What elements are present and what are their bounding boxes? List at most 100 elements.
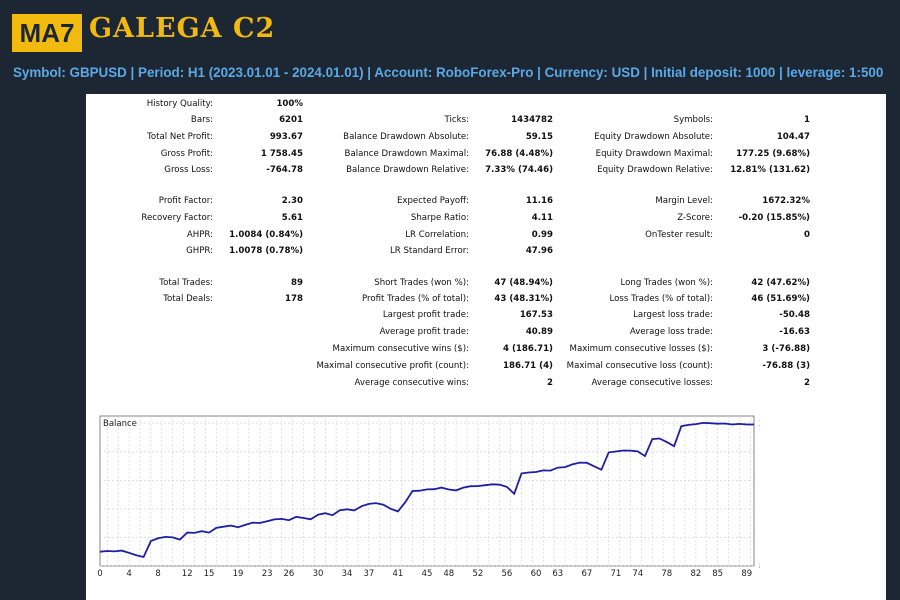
x-tick-label: 82 (690, 569, 701, 579)
stat-value: 43 (48.31%) (494, 294, 553, 304)
stat-value: 0 (804, 230, 810, 240)
y-tick-label: 1337 (759, 505, 760, 515)
stat-value: 993.67 (269, 132, 303, 142)
stat-value: 42 (47.62%) (751, 278, 810, 288)
stat-label: AHPR: (186, 230, 213, 240)
stat-label: Total Deals: (163, 294, 213, 304)
stat-value: 40.89 (525, 327, 553, 337)
chart-title: Balance (103, 419, 137, 429)
stat-label: Sharpe Ratio: (410, 213, 469, 223)
stat-value: 47.96 (525, 246, 553, 256)
balance-line (99, 421, 754, 559)
stat-label: Ticks: (444, 115, 469, 125)
stat-label: Maximum consecutive wins ($): (332, 344, 469, 354)
x-tick-label: 30 (313, 569, 324, 579)
stat-value: 11.16 (525, 196, 553, 206)
x-tick-label: 4 (126, 569, 131, 579)
stat-value: 1.0084 (0.84%) (229, 230, 303, 240)
stat-value: -0.20 (15.85%) (738, 213, 810, 223)
stat-value: 1672.32% (762, 196, 810, 206)
stat-label: Margin Level: (655, 196, 713, 206)
y-tick-label: 1562 (759, 476, 760, 486)
x-tick-label: 15 (204, 569, 215, 579)
stat-label: LR Standard Error: (389, 246, 469, 256)
stat-value: 177.25 (9.68%) (736, 149, 810, 159)
plot-area (99, 415, 755, 567)
x-tick-label: 74 (632, 569, 643, 579)
stat-label: Short Trades (won %): (374, 278, 469, 288)
y-tick-label: 2013 (759, 419, 760, 429)
x-tick-label: 8 (155, 569, 160, 579)
stat-label: Total Net Profit: (147, 132, 213, 142)
stat-label: Long Trades (won %): (620, 278, 714, 288)
x-tick-label: 63 (552, 569, 563, 579)
logo-badge: MA7 (12, 14, 82, 52)
stat-value: 100% (276, 99, 303, 109)
stat-label: Average consecutive wins: (354, 378, 469, 388)
stat-label: Equity Drawdown Maximal: (595, 149, 713, 159)
stat-label: History Quality: (146, 99, 213, 109)
stat-label: Maximal consecutive loss (count): (566, 361, 713, 371)
stat-value: 1.0078 (0.78%) (229, 246, 303, 256)
x-tick-label: 34 (342, 569, 353, 579)
x-tick-label: 48 (443, 569, 454, 579)
stat-label: Maximum consecutive losses ($): (569, 344, 713, 354)
balance-chart-svg: 8871112133715621787201304812151923263034… (97, 415, 781, 579)
stat-value: -50.48 (779, 310, 810, 320)
stat-label: LR Correlation: (405, 230, 469, 240)
stat-label: Profit Trades (% of total): (361, 294, 469, 304)
stat-value: 1 758.45 (260, 149, 303, 159)
stat-value: -76.88 (3) (762, 361, 810, 371)
x-tick-label: 37 (363, 569, 374, 579)
stat-value: 1 (804, 115, 810, 125)
stat-value: 47 (48.94%) (494, 278, 553, 288)
stat-value: 2.30 (281, 196, 303, 206)
stat-value: 89 (291, 278, 303, 288)
test-parameters: Symbol: GBPUSD | Period: H1 (2023.01.01 … (13, 65, 884, 80)
stat-label: Maximal consecutive profit (count): (316, 361, 469, 371)
stat-value: 0.99 (531, 230, 553, 240)
x-tick-label: 89 (741, 569, 752, 579)
stat-value: 178 (285, 294, 303, 304)
y-tick-label: 1112 (759, 533, 760, 543)
x-tick-label: 45 (422, 569, 433, 579)
stat-label: GHPR: (186, 246, 213, 256)
x-tick-label: 71 (611, 569, 622, 579)
stat-value: 59.15 (525, 132, 553, 142)
x-tick-label: 56 (502, 569, 513, 579)
x-tick-label: 23 (262, 569, 273, 579)
stat-value: 2 (804, 378, 810, 388)
stat-label: Recovery Factor: (141, 213, 213, 223)
x-tick-label: 85 (712, 569, 723, 579)
stat-label: Profit Factor: (158, 196, 213, 206)
stat-value: 46 (51.69%) (751, 294, 810, 304)
stat-label: Average profit trade: (379, 327, 469, 337)
stat-label: Balance Drawdown Maximal: (344, 149, 469, 159)
x-tick-label: 67 (581, 569, 592, 579)
stat-label: Loss Trades (% of total): (609, 294, 713, 304)
x-tick-label: 78 (661, 569, 672, 579)
y-tick-label: 1787 (759, 448, 760, 458)
x-tick-label: 26 (284, 569, 295, 579)
stat-value: 1434782 (511, 115, 553, 125)
stat-label: Largest loss trade: (633, 310, 713, 320)
x-tick-label: 19 (233, 569, 244, 579)
stat-label: Gross Loss: (164, 165, 213, 175)
stat-label: Bars: (190, 115, 213, 125)
stat-label: OnTester result: (645, 230, 713, 240)
x-tick-label: 60 (531, 569, 542, 579)
stat-label: Equity Drawdown Absolute: (594, 132, 713, 142)
stat-value: 6201 (279, 115, 303, 125)
stat-label: Symbols: (673, 115, 713, 125)
stat-label: Average consecutive losses: (591, 378, 713, 388)
stat-label: Expected Payoff: (396, 196, 469, 206)
x-tick-label: 0 (97, 569, 102, 579)
stat-label: Gross Profit: (160, 149, 213, 159)
stat-label: Balance Drawdown Relative: (346, 165, 469, 175)
balance-chart: 8871112133715621787201304812151923263034… (96, 412, 781, 580)
stat-label: Z-Score: (677, 213, 713, 223)
stat-label: Average loss trade: (629, 327, 713, 337)
stat-label: Equity Drawdown Relative: (597, 165, 713, 175)
x-tick-label: 12 (182, 569, 193, 579)
stat-value: -16.63 (779, 327, 810, 337)
